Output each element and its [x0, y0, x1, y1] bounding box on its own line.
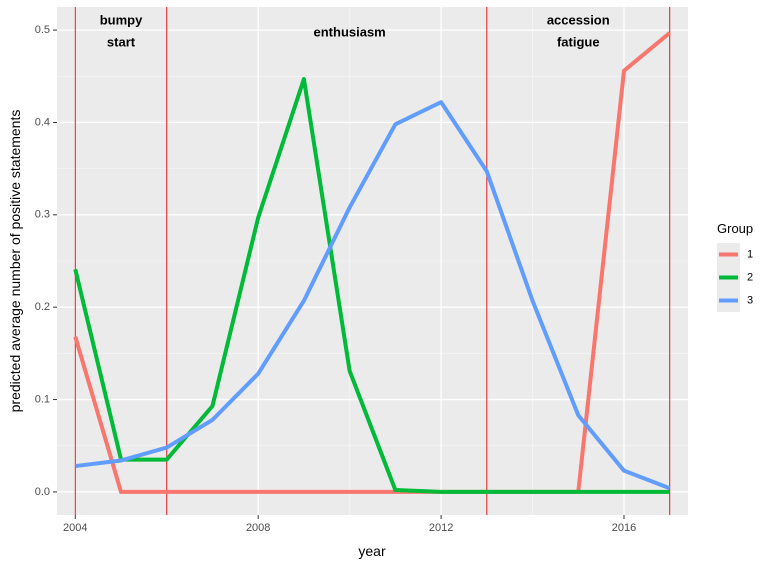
- period-boundaries: [74, 7, 671, 515]
- annotation-bumpy-start-1: start: [107, 34, 136, 49]
- series-line-2: [73, 77, 670, 494]
- y-tick-label-1: 0.1: [35, 393, 50, 405]
- series-lines: [73, 31, 671, 494]
- y-tick-label-2: 0.2: [35, 301, 50, 313]
- legend-label-3: 3: [747, 294, 753, 306]
- legend-label-2: 2: [747, 271, 753, 283]
- y-tick-label-3: 0.3: [35, 209, 50, 221]
- x-tick-label-3: 2016: [612, 522, 636, 534]
- x-tick-label-2: 2012: [429, 522, 453, 534]
- x-tick-label-1: 2008: [246, 522, 270, 534]
- x-axis-title: year: [358, 543, 386, 559]
- annotation-accession-fatigue-0: accession: [547, 12, 610, 27]
- x-tick-label-0: 2004: [63, 522, 87, 534]
- legend-title: Group: [717, 221, 753, 236]
- axes: 2004 2008 2012 2016 0.0 0.1 0.2 0.3 0.4 0.5: [35, 24, 637, 534]
- series-line-3: [75, 100, 671, 491]
- y-tick-label-5: 0.5: [35, 24, 50, 36]
- annotation-enthusiasm-0: enthusiasm: [314, 24, 386, 39]
- y-axis-title: predicted average number of positive sta…: [7, 110, 23, 413]
- period-annotations: bumpy start enthusiasm accession fatigue: [100, 12, 610, 49]
- y-tick-label-4: 0.4: [35, 116, 50, 128]
- legend: Group 1 2 3: [717, 221, 753, 312]
- legend-label-1: 1: [747, 248, 753, 260]
- annotation-bumpy-start-0: bumpy: [100, 12, 143, 27]
- y-tick-label-0: 0.0: [35, 486, 50, 498]
- annotation-accession-fatigue-1: fatigue: [557, 34, 600, 49]
